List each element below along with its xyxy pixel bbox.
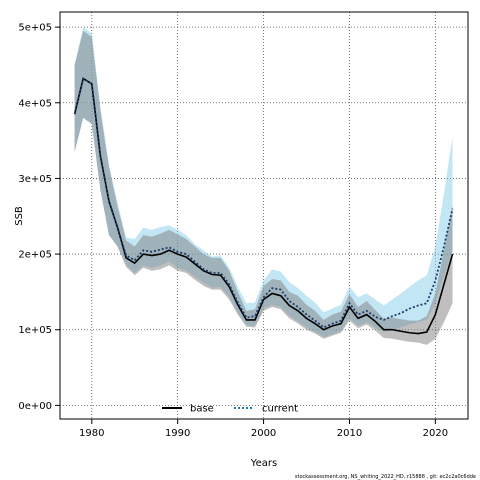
series-line-base xyxy=(73,77,454,335)
legend-label-current: current xyxy=(262,404,298,415)
x-tick-label: 2020 xyxy=(423,428,448,439)
footer-note: stockassessment.org, NS_whiting_2022_HD,… xyxy=(295,474,476,480)
y-tick-label: 3e+05 xyxy=(18,174,52,185)
x-tick-label: 1980 xyxy=(79,428,104,439)
x-tick-label: 2000 xyxy=(251,428,276,439)
y-axis: 0e+00 1e+05 2e+05 3e+05 4e+05 5e+05 xyxy=(18,23,60,412)
y-tick-label: 4e+05 xyxy=(18,98,52,109)
grid-lines xyxy=(60,12,468,419)
y-axis-label: SSB xyxy=(14,206,25,226)
series-line-current xyxy=(73,77,454,329)
x-axis: 1980 1990 2000 2010 2020 xyxy=(79,419,448,439)
legend: base current xyxy=(162,404,298,415)
plot-frame xyxy=(59,11,469,420)
y-tick-label: 0e+00 xyxy=(18,401,52,412)
y-tick-label: 5e+05 xyxy=(18,23,52,34)
y-tick-label: 1e+05 xyxy=(18,325,52,336)
y-tick-label: 2e+05 xyxy=(18,250,52,261)
series-lines xyxy=(73,77,454,335)
x-axis-label: Years xyxy=(250,458,277,469)
confidence-bands xyxy=(74,27,453,345)
x-tick-label: 2010 xyxy=(337,428,362,439)
legend-label-base: base xyxy=(190,404,214,415)
x-tick-label: 1990 xyxy=(165,428,190,439)
